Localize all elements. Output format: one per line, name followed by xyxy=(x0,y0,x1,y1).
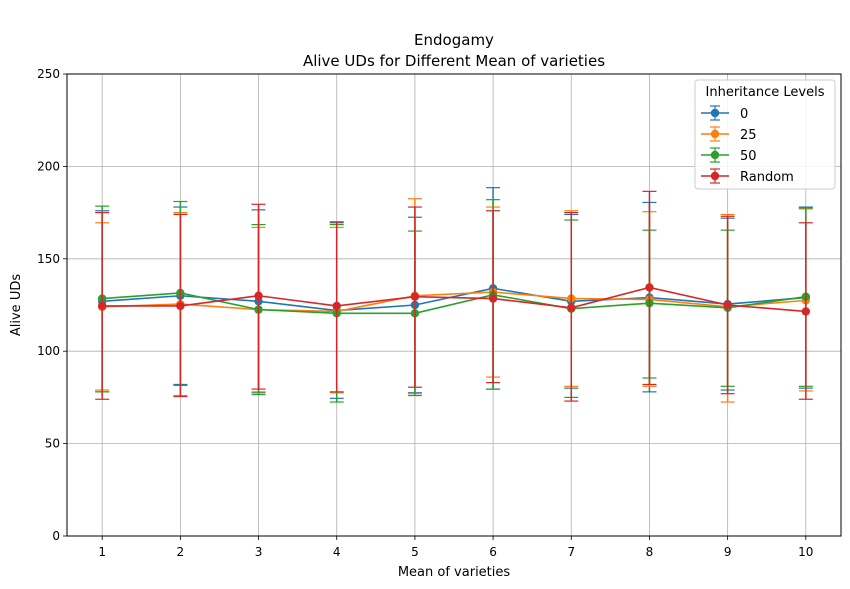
x-tick-label: 5 xyxy=(411,545,419,559)
series-layer xyxy=(95,187,813,403)
x-tick-label: 1 xyxy=(98,545,106,559)
legend-label: 50 xyxy=(740,149,757,164)
x-tick-label: 7 xyxy=(567,545,575,559)
y-tick-label: 150 xyxy=(37,252,60,266)
legend-box xyxy=(694,79,836,190)
legend-label: 25 xyxy=(740,128,757,143)
data-point xyxy=(176,301,185,311)
legend-marker xyxy=(710,129,720,139)
legend-title: Inheritance Levels xyxy=(706,85,825,100)
data-point xyxy=(332,301,341,311)
series-line xyxy=(102,291,806,313)
y-tick-label: 0 xyxy=(52,529,60,543)
x-tick-label: 4 xyxy=(333,545,341,559)
legend-entry-0: 0 xyxy=(701,105,748,122)
plot-frame xyxy=(66,73,842,537)
data-point xyxy=(567,303,576,312)
legend-marker xyxy=(710,171,720,181)
x-tick-label: 9 xyxy=(724,545,732,559)
chart-subtitle: Alive UDs for Different Mean of varietie… xyxy=(303,52,605,70)
data-point xyxy=(254,291,263,300)
data-point xyxy=(723,300,732,310)
legend-entry-random: Random xyxy=(701,168,794,185)
y-axis-label: Alive UDs xyxy=(9,274,24,336)
series-random xyxy=(95,190,813,402)
data-point xyxy=(488,294,498,303)
x-axis-label: Mean of varieties xyxy=(398,565,511,580)
x-tick-label: 8 xyxy=(646,545,654,559)
series-0 xyxy=(95,187,813,399)
x-tick-label: 2 xyxy=(177,545,185,559)
legend-entry-25: 25 xyxy=(701,126,757,143)
data-point xyxy=(97,301,107,311)
y-tick-label: 250 xyxy=(37,67,60,81)
legend-marker xyxy=(710,150,720,160)
y-tick-label: 50 xyxy=(45,437,60,451)
legend-marker xyxy=(710,108,720,118)
legend-entry-50: 50 xyxy=(701,147,757,164)
chart-title: Endogamy xyxy=(414,31,494,49)
legend: Inheritance Levels 0 25 50 Random xyxy=(694,79,836,190)
data-point xyxy=(801,307,811,316)
series-line xyxy=(102,287,806,312)
y-tick-label: 200 xyxy=(37,159,60,173)
y-tick-label: 100 xyxy=(37,344,60,358)
series-line xyxy=(102,286,806,313)
legend-label: 0 xyxy=(740,107,748,122)
series-50 xyxy=(95,199,813,403)
data-point xyxy=(410,292,420,301)
x-tick-label: 3 xyxy=(255,545,263,559)
x-tick-label: 10 xyxy=(798,545,813,559)
x-tick-label: 6 xyxy=(489,545,497,559)
data-point xyxy=(645,283,654,292)
legend-label: Random xyxy=(740,170,794,185)
